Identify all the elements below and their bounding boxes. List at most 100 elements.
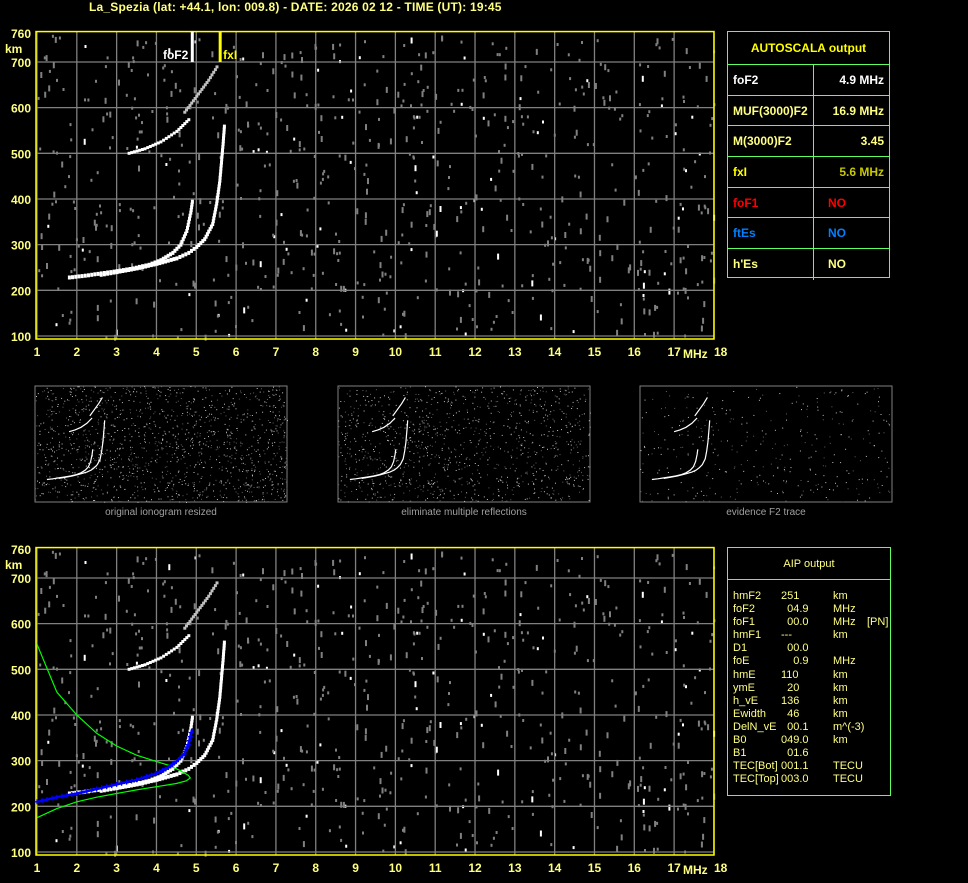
thumbnail-noise	[193, 490, 195, 492]
thumbnail-noise	[102, 493, 104, 495]
x-trace-point	[211, 735, 215, 740]
thumbnail-noise	[210, 456, 211, 458]
thumbnail-noise	[265, 429, 267, 431]
noise-dot	[385, 602, 388, 609]
noise-dot	[507, 299, 510, 303]
thumbnail-noise	[177, 445, 179, 447]
noise-dot	[683, 616, 685, 619]
thumbnail-noise	[203, 467, 205, 468]
thumbnail-noise	[81, 458, 83, 460]
o-trace-point	[180, 239, 184, 244]
x-trace-point	[144, 264, 148, 269]
thumbnail-noise	[528, 390, 530, 391]
noise-dot	[495, 831, 498, 834]
thumbnail-noise	[45, 463, 47, 465]
thumbnail-noise	[139, 443, 141, 444]
thumbnail-noise	[436, 409, 438, 411]
thumbnail-noise	[640, 468, 642, 470]
thumbnail-2	[639, 385, 893, 503]
x-trace-point	[124, 268, 128, 273]
noise-dot	[627, 783, 630, 790]
noise-dot	[424, 52, 427, 59]
thumbnail-noise	[272, 411, 274, 413]
noise-dot	[665, 711, 668, 718]
thumbnail-noise	[815, 473, 817, 475]
thumbnail-noise	[90, 433, 91, 435]
thumbnail-noise	[281, 472, 283, 474]
thumbnail-noise	[132, 447, 133, 448]
thumbnail-noise	[88, 462, 90, 464]
thumbnail-noise	[363, 481, 365, 483]
thumbnail-noise	[411, 430, 413, 432]
thumbnail-noise	[216, 499, 218, 500]
noise-dot	[170, 586, 173, 590]
y-tick-label: 300	[11, 755, 31, 769]
noise-dot	[364, 556, 366, 560]
noise-dot	[377, 297, 380, 304]
noise-dot	[259, 777, 262, 784]
thumbnail-noise	[195, 464, 197, 465]
thumbnail-noise	[118, 454, 120, 456]
noise-dot	[656, 847, 659, 851]
thumbnail-noise	[129, 391, 131, 393]
thumbnail-noise	[261, 388, 262, 390]
thumbnail-noise	[119, 447, 121, 449]
thumbnail-noise	[450, 403, 452, 405]
noise-dot	[421, 657, 423, 660]
thumbnail-noise	[187, 414, 188, 416]
noise-dot	[701, 280, 704, 284]
thumbnail-noise	[150, 416, 152, 418]
o-trace-point	[187, 219, 191, 224]
thumbnail-noise	[232, 485, 234, 487]
noise-dot	[333, 764, 336, 771]
thumbnail-noise	[543, 417, 545, 419]
thumbnail-noise	[116, 468, 118, 470]
thumbnail-noise	[669, 395, 671, 397]
thumbnail-noise	[561, 418, 562, 420]
thumbnail-noise	[852, 470, 854, 472]
thumbnail-noise	[421, 441, 423, 443]
noise-dot	[498, 685, 501, 689]
noise-dot	[364, 40, 366, 44]
thumbnail-noise	[147, 471, 149, 472]
thumbnail-noise	[374, 458, 376, 460]
aip-label: ymE	[733, 681, 755, 694]
thumbnail-noise	[226, 448, 228, 449]
thumbnail-noise	[446, 428, 447, 430]
thumbnail-noise	[104, 466, 106, 468]
thumbnail-noise	[174, 453, 176, 455]
thumbnail-noise	[453, 414, 454, 416]
thumbnail-noise	[39, 430, 41, 432]
ionogram-title: La_Spezia (lat: +44.1, lon: 009.8) - DAT…	[89, 0, 502, 14]
noise-dot	[247, 821, 250, 825]
noise-dot	[302, 267, 305, 271]
noise-dot	[587, 82, 590, 88]
thumbnail-noise	[562, 481, 564, 483]
thumbnail-noise	[281, 457, 283, 459]
noise-dot	[363, 599, 366, 603]
thumbnail-noise	[879, 492, 881, 494]
thumbnail-noise	[548, 476, 550, 478]
thumbnail-noise	[200, 459, 202, 461]
noise-dot	[379, 262, 382, 269]
second-hop-x-point	[203, 599, 207, 603]
thumbnail-noise	[555, 401, 557, 403]
thumbnail-noise	[384, 476, 386, 478]
thumbnail-noise	[563, 470, 565, 472]
noise-dot	[701, 771, 704, 778]
thumbnail-noise	[561, 464, 563, 466]
thumbnail-noise	[392, 456, 394, 457]
noise-dot	[656, 305, 659, 309]
thumbnail-noise	[347, 501, 349, 503]
thumbnail-noise	[134, 466, 136, 468]
thumbnail-noise	[712, 434, 714, 436]
thumbnail-noise	[801, 409, 802, 411]
noise-dot	[609, 611, 611, 618]
noise-dot	[99, 720, 101, 724]
thumbnail-noise	[95, 488, 97, 490]
noise-dot	[418, 53, 421, 57]
thumbnail-noise	[589, 426, 591, 428]
x-tick-label: 5	[193, 861, 200, 875]
thumbnail-noise	[568, 484, 570, 486]
thumbnail-noise	[468, 482, 470, 484]
